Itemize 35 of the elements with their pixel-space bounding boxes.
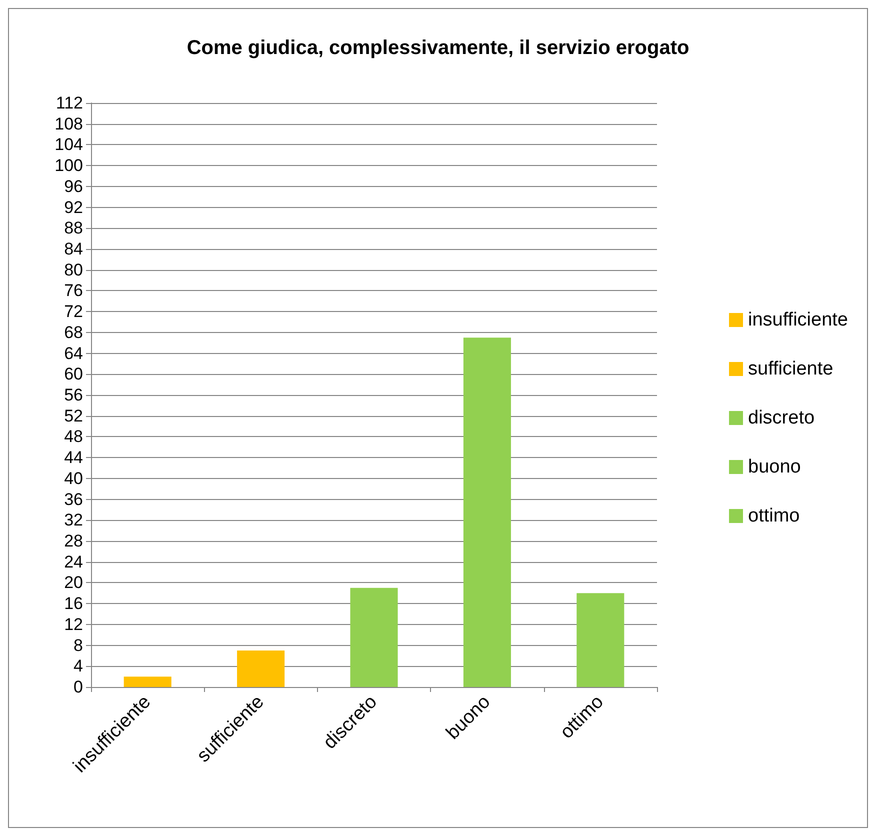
y-tick-label: 80 bbox=[64, 260, 83, 280]
y-tick-label: 92 bbox=[64, 198, 83, 217]
y-tick-label: 72 bbox=[64, 302, 83, 322]
y-tick-label: 52 bbox=[64, 406, 83, 426]
y-tick-label: 112 bbox=[56, 94, 83, 112]
y-tick-label: 88 bbox=[64, 218, 83, 238]
y-tick-label: 60 bbox=[64, 364, 83, 384]
chart-title: Come giudica, complessivamente, il servizio erogato bbox=[186, 37, 690, 59]
y-tick-label: 100 bbox=[54, 156, 83, 176]
y-tick-label: 4 bbox=[74, 656, 83, 676]
y-tick-label: 48 bbox=[64, 427, 83, 446]
y-tick-label: 12 bbox=[64, 614, 83, 634]
y-tick-label: 64 bbox=[64, 344, 83, 363]
y-tick-label: 0 bbox=[74, 678, 83, 696]
y-tick-label: 20 bbox=[64, 573, 83, 592]
y-tick-label: 40 bbox=[64, 468, 83, 488]
y-tick-label: 36 bbox=[64, 490, 83, 509]
y-tick-label: 8 bbox=[74, 636, 83, 655]
y-tick-label: 44 bbox=[64, 448, 83, 468]
y-tick-label: 28 bbox=[64, 532, 83, 550]
y-tick-label: 104 bbox=[54, 135, 83, 154]
y-tick-label: 56 bbox=[64, 386, 83, 404]
y-tick-label: 24 bbox=[64, 552, 83, 572]
legend-label: insufficiente bbox=[748, 310, 848, 330]
y-tick-label: 76 bbox=[64, 281, 83, 300]
y-tick-label: 16 bbox=[64, 594, 83, 614]
y-tick-label: 108 bbox=[54, 114, 83, 134]
legend-label: buono bbox=[748, 456, 801, 478]
y-tick-label: 32 bbox=[64, 510, 83, 530]
legend-label: sufficiente bbox=[748, 358, 834, 380]
y-tick-label: 96 bbox=[64, 176, 83, 196]
legend-label: discreto bbox=[748, 408, 815, 428]
y-tick-label: 68 bbox=[64, 322, 83, 342]
y-tick-label: 84 bbox=[64, 240, 83, 258]
legend-label: ottimo bbox=[748, 506, 800, 526]
